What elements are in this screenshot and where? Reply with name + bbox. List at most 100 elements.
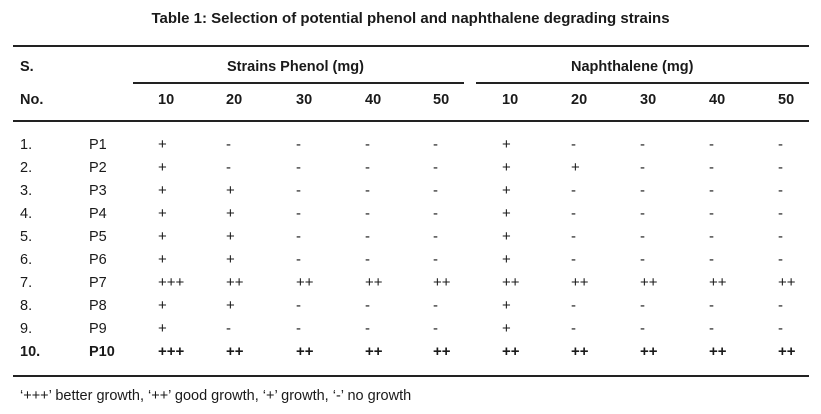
naphthalene-group-rule — [476, 82, 809, 84]
growth-cell: ++ — [640, 274, 658, 291]
strain-cell: P8 — [89, 298, 107, 314]
serial-number-cell: 10. — [20, 344, 41, 360]
concentration-header: 50 — [778, 92, 795, 108]
growth-cell: + — [502, 251, 511, 268]
growth-cell: - — [296, 320, 301, 337]
growth-cell: - — [296, 205, 301, 222]
growth-cell: - — [365, 320, 370, 337]
growth-cell: + — [502, 297, 511, 314]
growth-cell: - — [365, 182, 370, 199]
concentration-header: 50 — [433, 92, 450, 108]
growth-cell: - — [778, 182, 783, 199]
concentration-header: 30 — [640, 92, 657, 108]
growth-cell: ++ — [571, 274, 589, 291]
strain-cell: P6 — [89, 252, 107, 268]
growth-cell: - — [640, 320, 645, 337]
serial-number-cell: 7. — [20, 275, 33, 291]
growth-cell: - — [433, 228, 438, 245]
concentration-header: 40 — [365, 92, 382, 108]
growth-cell: - — [640, 136, 645, 153]
strain-cell: P3 — [89, 183, 107, 199]
growth-cell: - — [778, 205, 783, 222]
growth-cell: + — [226, 228, 235, 245]
growth-cell: - — [640, 182, 645, 199]
growth-cell: ++ — [296, 274, 314, 291]
growth-cell: - — [226, 136, 231, 153]
sno-header-line2: No. — [20, 92, 44, 108]
growth-cell: - — [640, 297, 645, 314]
growth-cell: ++ — [709, 274, 727, 291]
strain-cell: P2 — [89, 160, 107, 176]
serial-number-cell: 9. — [20, 321, 33, 337]
growth-cell: - — [433, 320, 438, 337]
growth-cell: ++ — [709, 343, 727, 360]
growth-cell: + — [158, 182, 167, 199]
growth-cell: ++ — [296, 343, 314, 360]
growth-cell: ++ — [365, 274, 383, 291]
growth-cell: ++ — [433, 274, 451, 291]
growth-cell: - — [433, 136, 438, 153]
growth-cell: - — [709, 159, 714, 176]
growth-cell: - — [709, 205, 714, 222]
growth-cell: - — [433, 182, 438, 199]
serial-number-cell: 4. — [20, 206, 33, 222]
growth-cell: - — [571, 320, 576, 337]
strain-cell: P9 — [89, 321, 107, 337]
growth-cell: - — [296, 182, 301, 199]
growth-cell: - — [365, 297, 370, 314]
strain-cell: P1 — [89, 137, 107, 153]
phenol-group-header: Strains Phenol (mg) — [227, 59, 364, 75]
growth-cell: - — [571, 251, 576, 268]
growth-cell: + — [502, 320, 511, 337]
growth-cell: + — [502, 159, 511, 176]
growth-cell: - — [571, 228, 576, 245]
growth-cell: - — [365, 159, 370, 176]
concentration-header: 10 — [158, 92, 175, 108]
concentration-header: 20 — [226, 92, 243, 108]
serial-number-cell: 1. — [20, 137, 33, 153]
growth-cell: ++ — [502, 274, 520, 291]
phenol-group-rule — [133, 82, 464, 84]
growth-cell: - — [709, 182, 714, 199]
growth-cell: - — [433, 159, 438, 176]
growth-cell: + — [226, 297, 235, 314]
growth-cell: - — [709, 228, 714, 245]
footnote: ‘+++’ better growth, ‘++’ good growth, ‘… — [20, 388, 412, 404]
growth-cell: - — [365, 205, 370, 222]
growth-cell: +++ — [158, 274, 185, 291]
bottom-rule — [13, 375, 809, 377]
growth-cell: - — [296, 297, 301, 314]
growth-cell: - — [296, 136, 301, 153]
growth-cell: - — [296, 159, 301, 176]
growth-cell: ++ — [226, 343, 244, 360]
growth-cell: +++ — [158, 343, 185, 360]
strain-cell: P7 — [89, 275, 107, 291]
strain-cell: P5 — [89, 229, 107, 245]
growth-cell: - — [433, 205, 438, 222]
table-title: Table 1: Selection of potential phenol a… — [151, 10, 670, 27]
naphthalene-group-header: Naphthalene (mg) — [571, 59, 694, 75]
serial-number-cell: 3. — [20, 183, 33, 199]
growth-cell: - — [296, 228, 301, 245]
growth-cell: ++ — [778, 274, 796, 291]
growth-cell: + — [226, 205, 235, 222]
growth-cell: + — [158, 251, 167, 268]
growth-cell: ++ — [433, 343, 451, 360]
growth-cell: - — [709, 297, 714, 314]
growth-cell: - — [640, 251, 645, 268]
header-bottom-rule — [13, 120, 809, 122]
concentration-header: 40 — [709, 92, 726, 108]
growth-cell: ++ — [778, 343, 796, 360]
growth-cell: - — [640, 205, 645, 222]
growth-cell: - — [571, 297, 576, 314]
growth-cell: + — [226, 182, 235, 199]
serial-number-cell: 2. — [20, 160, 33, 176]
growth-cell: ++ — [502, 343, 520, 360]
growth-cell: - — [778, 251, 783, 268]
growth-cell: - — [433, 251, 438, 268]
growth-cell: ++ — [226, 274, 244, 291]
growth-cell: ++ — [365, 343, 383, 360]
growth-cell: - — [778, 228, 783, 245]
growth-cell: - — [433, 297, 438, 314]
growth-cell: + — [158, 320, 167, 337]
